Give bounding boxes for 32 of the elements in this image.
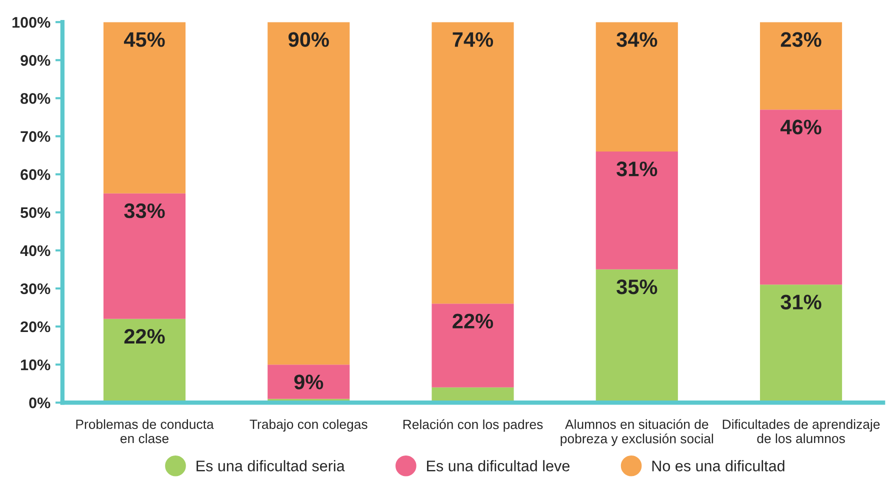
x-tick-label: Problemas de conducta en clase xyxy=(76,419,214,444)
data-label: 31% xyxy=(780,294,822,310)
data-label: 46% xyxy=(780,120,822,134)
data-label: 35% xyxy=(616,280,658,294)
y-tick-label: 40% xyxy=(20,245,50,256)
y-tick-label: 90% xyxy=(20,55,50,66)
y-tick-label: 70% xyxy=(20,131,50,142)
data-label: 22% xyxy=(124,328,165,344)
data-label: 23% xyxy=(780,32,822,47)
data-label: 9% xyxy=(294,374,324,390)
legend-label: Es una dificultad leve xyxy=(427,460,570,472)
y-tick-label: 10% xyxy=(21,359,50,370)
y-tick-label: 100% xyxy=(12,16,50,28)
data-label: 90% xyxy=(288,32,329,47)
x-tick-label: Relación con los padres xyxy=(403,419,543,432)
data-label: 34% xyxy=(616,32,658,47)
data-label: 74% xyxy=(452,32,494,47)
data-label: 31% xyxy=(616,162,658,176)
y-tick-label: 50% xyxy=(20,207,50,218)
x-tick-label: Alumnos en situación de pobreza y exclusión social xyxy=(560,419,714,446)
y-tick-label: 60% xyxy=(20,169,50,180)
legend-label: Es una dificultad seria xyxy=(196,460,345,472)
x-tick-label: Trabajo con colegas xyxy=(250,419,368,432)
y-tick-label: 80% xyxy=(20,93,50,104)
data-label: 33% xyxy=(124,203,165,218)
x-tick-label: Dificultades de aprendizaje de los alumnos xyxy=(722,419,880,444)
data-label: 22% xyxy=(452,314,494,328)
data-label: 45% xyxy=(124,32,165,47)
y-tick-label: 0% xyxy=(29,397,50,408)
legend-label: No es una dificultad xyxy=(652,460,784,472)
y-tick-label: 30% xyxy=(20,283,50,294)
y-tick-label: 20% xyxy=(20,321,50,332)
